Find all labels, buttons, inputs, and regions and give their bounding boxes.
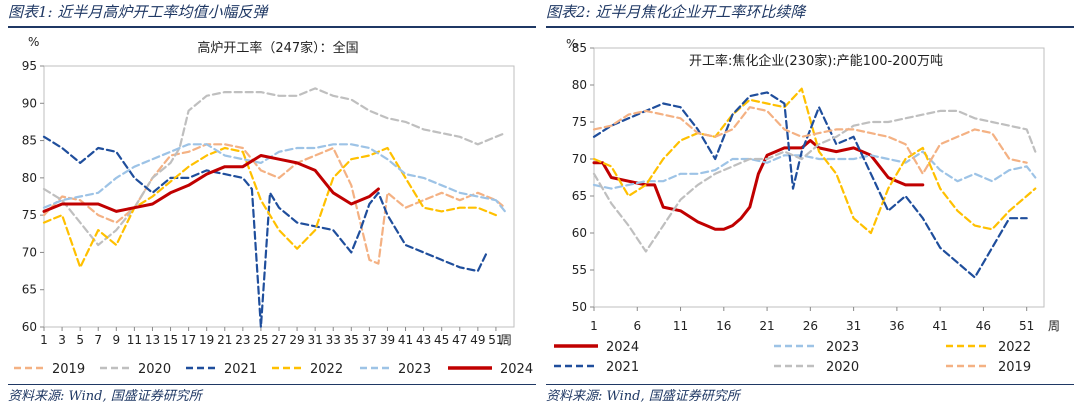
x-tick-label: 31	[846, 319, 861, 333]
series-line-2020	[42, 87, 507, 247]
y-tick-label: 50	[572, 300, 587, 314]
series-line-2021	[42, 135, 488, 329]
x-tick-label: 21	[759, 319, 774, 333]
y-tick-label: 90	[22, 96, 37, 110]
y-tick-label: 70	[572, 152, 587, 166]
x-tick-label: 6	[633, 319, 641, 333]
x-tick-label: 9	[112, 333, 120, 347]
x-tick-label: 13	[145, 333, 160, 347]
source-divider	[8, 384, 536, 385]
x-tick-label: 19	[199, 333, 214, 347]
source-note: 资料来源: Wind, 国盛证券研究所	[8, 389, 202, 404]
legend-label-2023: 2023	[826, 340, 859, 355]
x-tick-label: 11	[127, 333, 142, 347]
legend-label-2023: 2023	[398, 362, 431, 377]
x-tick-label: 1	[40, 333, 48, 347]
x-tick-label: 25	[253, 333, 268, 347]
y-tick-label: 65	[22, 283, 37, 297]
series-line-2022	[592, 87, 1037, 235]
legend-label-2021: 2021	[224, 362, 257, 377]
x-tick-label: 1	[590, 319, 598, 333]
x-tick-label: 33	[326, 333, 341, 347]
x-tick-label: 29	[289, 333, 304, 347]
y-tick-label: 60	[572, 226, 587, 240]
series-line-2019	[42, 143, 507, 265]
x-tick-label: 43	[416, 333, 431, 347]
y-tick-label: 85	[572, 41, 587, 55]
x-tick-label: 15	[163, 333, 178, 347]
title-divider	[546, 26, 1074, 28]
plot-frame	[43, 65, 515, 328]
series-line-2023	[42, 143, 507, 213]
series-line-2020	[592, 109, 1037, 253]
panel-title: 图表2: 近半月焦化企业开工率环比续降	[546, 3, 806, 21]
chart-title: 开工率:焦化企业(230家):产能100-200万吨	[689, 53, 943, 69]
y-tick-label: 70	[22, 245, 37, 259]
y-tick-label: 95	[22, 59, 37, 73]
x-tick-label: 41	[398, 333, 413, 347]
legend-label-2020: 2020	[826, 360, 859, 375]
x-tick-label: 21	[217, 333, 232, 347]
y-tick-label: 55	[572, 263, 587, 277]
x-tick-label: 35	[344, 333, 359, 347]
y-tick-label: 75	[22, 208, 37, 222]
legend-label-2019: 2019	[52, 362, 85, 377]
y-tick-label: 60	[22, 320, 37, 334]
x-tick-label: 46	[976, 319, 991, 333]
x-tick-label: 26	[803, 319, 818, 333]
x-tick-label: 49	[470, 333, 485, 347]
x-tick-label: 23	[235, 333, 250, 347]
x-tick-label: 16	[716, 319, 731, 333]
chart-panel-blast-furnace: 图表1: 近半月高炉开工率均值小幅反弹 60 65 70 75 80 85 90 95 1 3 5 7…	[8, 0, 536, 410]
series-line-2024	[42, 154, 380, 213]
x-tick-label: 45	[434, 333, 449, 347]
x-axis-unit: 周	[500, 333, 512, 347]
x-tick-label: 39	[380, 333, 395, 347]
x-tick-label: 11	[673, 319, 688, 333]
y-axis-unit: %	[28, 35, 39, 49]
source-divider	[546, 384, 1074, 385]
legend-label-2024: 2024	[606, 340, 639, 355]
series-line-2021	[592, 91, 1028, 279]
x-tick-label: 5	[76, 333, 84, 347]
x-tick-label: 51	[1019, 319, 1034, 333]
x-tick-label: 3	[58, 333, 66, 347]
chart-panel-coking: 图表2: 近半月焦化企业开工率环比续降 50 55 60 65 70 75 80 85 1 6 11…	[546, 0, 1074, 410]
x-tick-label: 7	[94, 333, 102, 347]
x-axis-unit: 周	[1048, 319, 1060, 333]
legend-label-2019: 2019	[998, 360, 1031, 375]
panel-title: 图表1: 近半月高炉开工率均值小幅反弹	[8, 3, 268, 21]
y-tick-label: 75	[572, 115, 587, 129]
y-tick-label: 80	[572, 78, 587, 92]
x-tick-label: 51	[488, 333, 503, 347]
x-tick-label: 47	[452, 333, 467, 347]
x-tick-label: 31	[308, 333, 323, 347]
x-tick-label: 36	[889, 319, 904, 333]
legend-label-2022: 2022	[310, 362, 343, 377]
legend-label-2020: 2020	[138, 362, 171, 377]
x-tick-label: 37	[362, 333, 377, 347]
series-line-2024	[592, 139, 925, 231]
series-line-2019	[592, 106, 1028, 175]
source-note: 资料来源: Wind, 国盛证券研究所	[546, 389, 740, 404]
y-axis-unit: %	[566, 37, 577, 51]
legend-label-2021: 2021	[606, 360, 639, 375]
chart-title: 高炉开工率（247家）：全国	[197, 40, 358, 56]
x-tick-label: 27	[271, 333, 286, 347]
y-tick-label: 65	[572, 189, 587, 203]
plot-frame	[593, 47, 1045, 308]
series-line-2023	[592, 150, 1037, 190]
x-tick-label: 17	[181, 333, 196, 347]
y-tick-label: 80	[22, 171, 37, 185]
legend-label-2024: 2024	[500, 362, 533, 377]
x-tick-label: 41	[933, 319, 948, 333]
series-line-2022	[42, 146, 497, 269]
y-tick-label: 85	[22, 134, 37, 148]
title-divider	[8, 26, 536, 28]
legend-label-2022: 2022	[998, 340, 1031, 355]
